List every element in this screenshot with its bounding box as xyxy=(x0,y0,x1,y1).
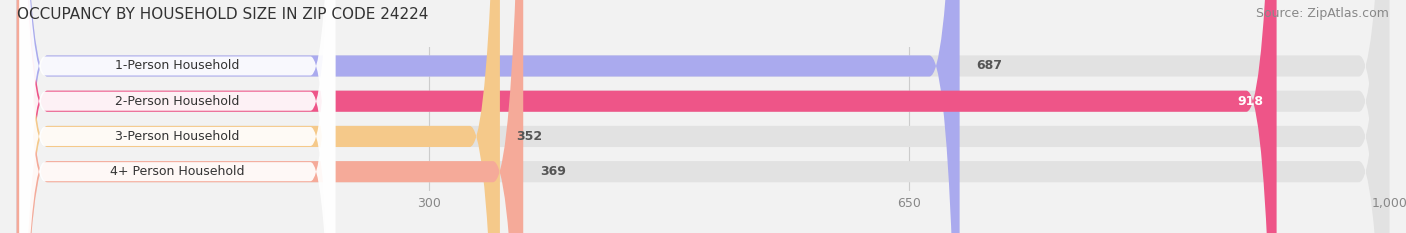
Text: OCCUPANCY BY HOUSEHOLD SIZE IN ZIP CODE 24224: OCCUPANCY BY HOUSEHOLD SIZE IN ZIP CODE … xyxy=(17,7,429,22)
FancyBboxPatch shape xyxy=(20,0,335,233)
FancyBboxPatch shape xyxy=(17,0,1389,233)
Text: 918: 918 xyxy=(1237,95,1263,108)
Text: 352: 352 xyxy=(516,130,543,143)
Text: 4+ Person Household: 4+ Person Household xyxy=(110,165,245,178)
Text: Source: ZipAtlas.com: Source: ZipAtlas.com xyxy=(1256,7,1389,20)
FancyBboxPatch shape xyxy=(20,0,335,233)
FancyBboxPatch shape xyxy=(17,0,1389,233)
FancyBboxPatch shape xyxy=(17,0,960,233)
FancyBboxPatch shape xyxy=(20,0,335,233)
FancyBboxPatch shape xyxy=(17,0,501,233)
FancyBboxPatch shape xyxy=(17,0,1389,233)
Text: 2-Person Household: 2-Person Household xyxy=(115,95,239,108)
FancyBboxPatch shape xyxy=(17,0,1389,233)
Text: 687: 687 xyxy=(976,59,1002,72)
FancyBboxPatch shape xyxy=(17,0,523,233)
FancyBboxPatch shape xyxy=(17,0,1277,233)
Text: 1-Person Household: 1-Person Household xyxy=(115,59,239,72)
Text: 369: 369 xyxy=(540,165,565,178)
FancyBboxPatch shape xyxy=(20,0,335,233)
Text: 3-Person Household: 3-Person Household xyxy=(115,130,239,143)
